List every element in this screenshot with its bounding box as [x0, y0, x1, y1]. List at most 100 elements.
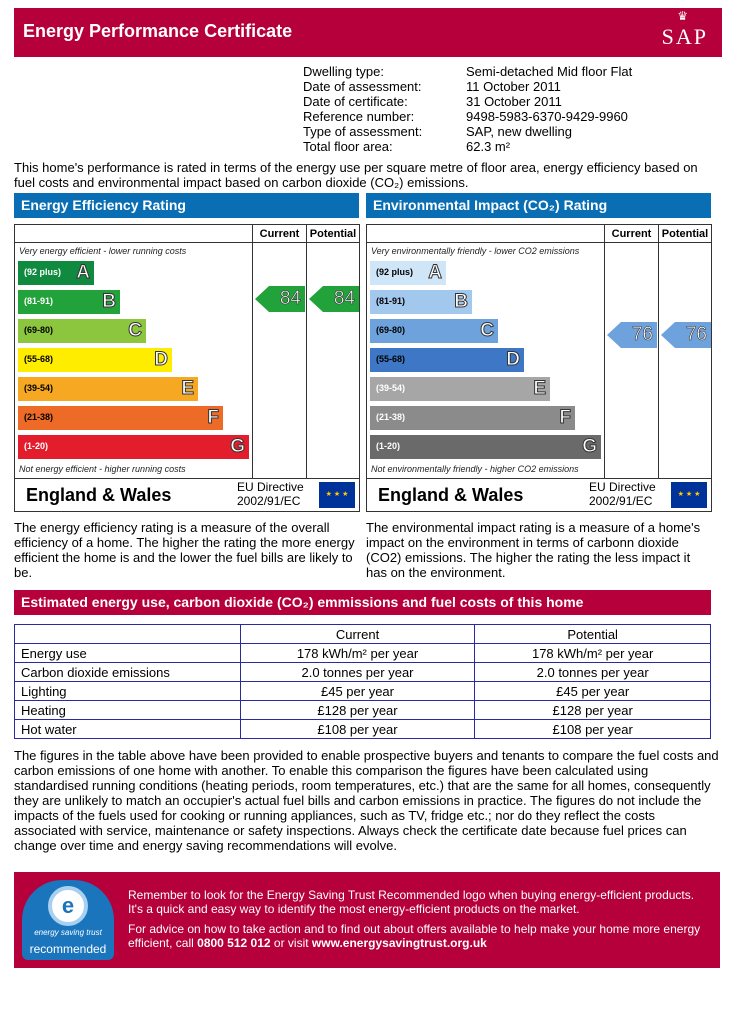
- band-letter: G: [230, 436, 246, 458]
- info-value: 11 October 2011: [466, 79, 561, 94]
- table-cell: 178 kWh/m² per year: [239, 643, 476, 663]
- table-row: Energy use 178 kWh/m² per year 178 kWh/m² …: [14, 643, 711, 663]
- band-letter: D: [506, 349, 521, 371]
- info-label: Reference number:: [303, 109, 415, 124]
- advice-text-mid: or visit: [270, 936, 312, 950]
- band-letter: C: [128, 320, 143, 342]
- band-letter: A: [76, 262, 91, 284]
- info-value: 62.3 m²: [466, 139, 511, 154]
- eu-directive: EU Directive 2002/91/EC: [589, 480, 656, 508]
- eu-flag-icon: ★ ★ ★: [671, 482, 707, 508]
- table-cell: £45 per year: [239, 681, 476, 701]
- info-label: Dwelling type:: [303, 64, 384, 79]
- band-a: (92 plus) A: [370, 261, 446, 285]
- info-row: Total floor area: 62.3 m²: [303, 139, 632, 154]
- table-row: Heating £128 per year £128 per year: [14, 700, 711, 720]
- energy-saving-trust-box: e energy saving trust recommended Rememb…: [14, 872, 720, 968]
- band-letter: B: [102, 291, 117, 313]
- potential-rating: 76: [661, 322, 711, 348]
- info-value: 9498-5983-6370-9429-9960: [466, 109, 628, 124]
- band-letter: D: [154, 349, 169, 371]
- crown-icon: ♛: [677, 9, 688, 23]
- table-cell: £128 per year: [474, 700, 711, 720]
- website-link[interactable]: www.energysavingtrust.org.uk: [311, 936, 487, 950]
- band-c: (69-80) C: [18, 319, 146, 343]
- table-row: Carbon dioxide emissions 2.0 tonnes per y…: [14, 662, 711, 682]
- band-b: (81-91) B: [370, 290, 472, 314]
- estimate-table: Current Potential Energy use 178 kWh/m² per…: [14, 624, 711, 739]
- band-letter: F: [559, 407, 572, 429]
- estimate-title: Estimated energy use, carbon dioxide (CO…: [14, 590, 711, 615]
- region-label: England & Wales: [378, 485, 524, 505]
- swirl-icon: e: [48, 886, 88, 926]
- table-cell: 2.0 tonnes per year: [474, 662, 711, 682]
- eu-directive: EU Directive 2002/91/EC: [237, 480, 304, 508]
- bottom-note: Not energy efficient - higher running co…: [19, 464, 186, 474]
- potential-rating: 84: [309, 286, 359, 312]
- explanation-paragraph: The figures in the table above have been…: [14, 748, 719, 853]
- chart-description: The energy efficiency rating is a measur…: [14, 520, 355, 580]
- band-range: (21-38): [24, 412, 54, 422]
- band-d: (55-68) D: [18, 348, 172, 372]
- potential-header: Potential: [306, 225, 359, 243]
- band-range: (39-54): [376, 383, 406, 393]
- band-range: (69-80): [24, 325, 54, 335]
- page-title: Energy Performance Certificate: [23, 21, 293, 41]
- logo-label: recommended: [29, 942, 107, 956]
- chart-title: Energy Efficiency Rating: [14, 193, 359, 218]
- intro-text: This home's performance is rated in term…: [14, 160, 698, 190]
- table-header: Current Potential: [14, 624, 711, 644]
- logo-text: energy saving trust: [34, 928, 102, 937]
- table-row: Hot water £108 per year £108 per year: [14, 719, 711, 739]
- info-row: Dwelling type: Semi-detached Mid floor Fl…: [303, 64, 632, 79]
- band-range: (21-38): [376, 412, 406, 422]
- rating-chart: Current Potential Very environmentally f…: [366, 224, 712, 512]
- table-cell: 2.0 tonnes per year: [239, 662, 476, 682]
- band-letter: C: [480, 320, 495, 342]
- table-cell: Carbon dioxide emissions: [14, 662, 241, 682]
- dwelling-info: Dwelling type: Semi-detached Mid floor Fl…: [303, 64, 632, 154]
- potential-header: Potential: [658, 225, 711, 243]
- sap-logo: SAP: [661, 24, 708, 49]
- band-letter: F: [207, 407, 220, 429]
- table-cell: Heating: [14, 700, 241, 720]
- chart-title: Environmental Impact (CO₂) Rating: [366, 193, 711, 218]
- band-range: (92 plus): [376, 267, 414, 277]
- band-range: (92 plus): [24, 267, 62, 277]
- band-letter: B: [454, 291, 469, 313]
- band-letter: G: [582, 436, 598, 458]
- info-value: SAP, new dwelling: [466, 124, 572, 139]
- info-row: Reference number: 9498-5983-6370-9429-996…: [303, 109, 632, 124]
- band-d: (55-68) D: [370, 348, 524, 372]
- band-letter: E: [181, 378, 195, 400]
- table-cell: Lighting: [14, 681, 241, 701]
- band-e: (39-54) E: [18, 377, 198, 401]
- chart-description: The environmental impact rating is a mea…: [366, 520, 701, 580]
- table-cell: Hot water: [14, 719, 241, 739]
- band-letter: A: [428, 262, 443, 284]
- bottom-note: Not environmentally friendly - higher CO…: [371, 464, 579, 474]
- table-row: Lighting £45 per year £45 per year: [14, 681, 711, 701]
- band-letter: E: [533, 378, 547, 400]
- header-bar: Energy Performance Certificate ♛ SAP: [14, 8, 722, 57]
- table-cell: £108 per year: [239, 719, 476, 739]
- info-label: Type of assessment:: [303, 124, 423, 139]
- current-header: Current: [252, 225, 306, 243]
- top-note: Very environmentally friendly - lower CO…: [371, 246, 580, 256]
- band-range: (55-68): [24, 354, 54, 364]
- band-range: (81-91): [24, 296, 54, 306]
- band-range: (55-68): [376, 354, 406, 364]
- region-label: England & Wales: [26, 485, 172, 505]
- est-paragraph-1: Remember to look for the Energy Saving T…: [128, 888, 695, 916]
- table-cell: £45 per year: [474, 681, 711, 701]
- column-header: Potential: [474, 624, 711, 644]
- info-label: Total floor area:: [303, 139, 393, 154]
- band-range: (39-54): [24, 383, 54, 393]
- band-e: (39-54) E: [370, 377, 550, 401]
- band-a: (92 plus) A: [18, 261, 94, 285]
- info-value: Semi-detached Mid floor Flat: [466, 64, 633, 79]
- current-header: Current: [604, 225, 658, 243]
- info-value: 31 October 2011: [466, 94, 562, 109]
- current-rating: 76: [607, 322, 657, 348]
- info-row: Date of assessment: 11 October 2011: [303, 79, 632, 94]
